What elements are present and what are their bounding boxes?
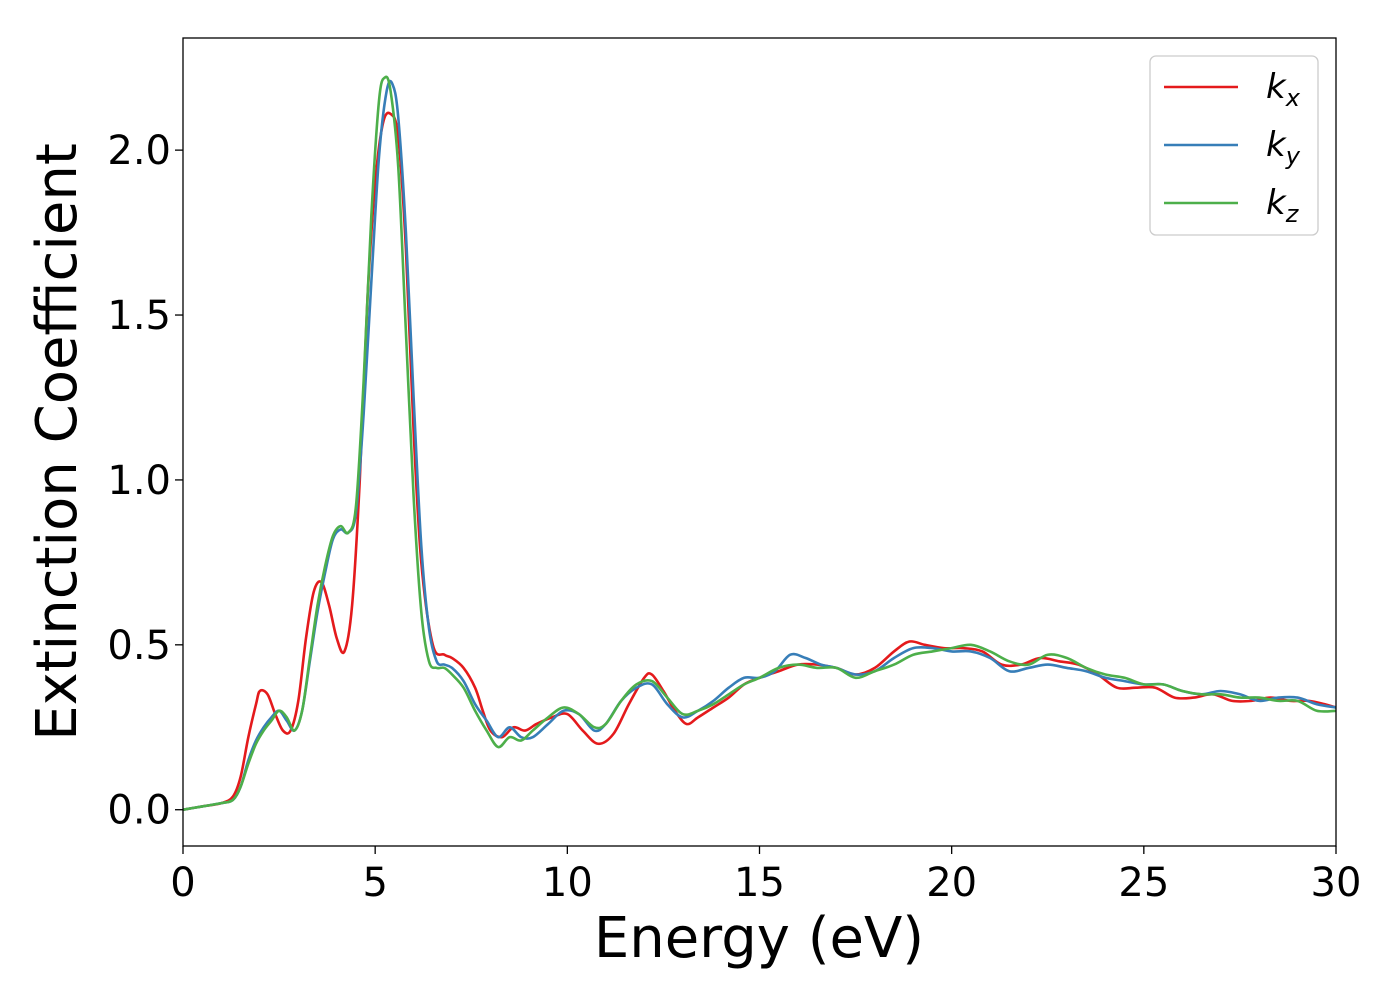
legend-label-sub: z <box>1285 200 1300 228</box>
x-tick-label: 20 <box>926 860 977 906</box>
x-axis-ticks: 0 5 10 15 20 25 30 <box>170 846 1361 906</box>
x-tick-label: 15 <box>734 860 785 906</box>
legend-label-z: kz <box>1266 183 1300 228</box>
y-axis-label: Extinction Coefficient <box>25 143 90 741</box>
y-tick-label: 1.0 <box>107 458 171 504</box>
x-tick-label: 30 <box>1311 860 1362 906</box>
legend-label-sub: x <box>1285 84 1301 112</box>
x-tick-label: 10 <box>542 860 593 906</box>
legend-label-main: k <box>1266 67 1287 107</box>
legend-label-main: k <box>1266 125 1287 165</box>
series-line-z <box>183 75 1336 812</box>
legend-label-sub: y <box>1285 142 1301 170</box>
series-line-y <box>183 79 1336 812</box>
x-tick-label: 25 <box>1118 860 1169 906</box>
x-tick-label: 0 <box>170 860 195 906</box>
y-tick-label: 0.5 <box>107 623 171 669</box>
x-axis-label: Energy (eV) <box>594 906 924 971</box>
series-line-x <box>183 111 1336 812</box>
y-axis-ticks: 0.0 0.5 1.0 1.5 2.0 <box>107 128 183 834</box>
legend-label-y: ky <box>1266 125 1301 170</box>
y-tick-label: 0.0 <box>107 788 171 834</box>
legend-label-x: kx <box>1266 67 1301 112</box>
y-tick-label: 2.0 <box>107 128 171 174</box>
legend-label-main: k <box>1266 183 1287 223</box>
series-layer <box>183 75 1336 812</box>
x-tick-label: 5 <box>362 860 387 906</box>
y-tick-label: 1.5 <box>107 293 171 339</box>
